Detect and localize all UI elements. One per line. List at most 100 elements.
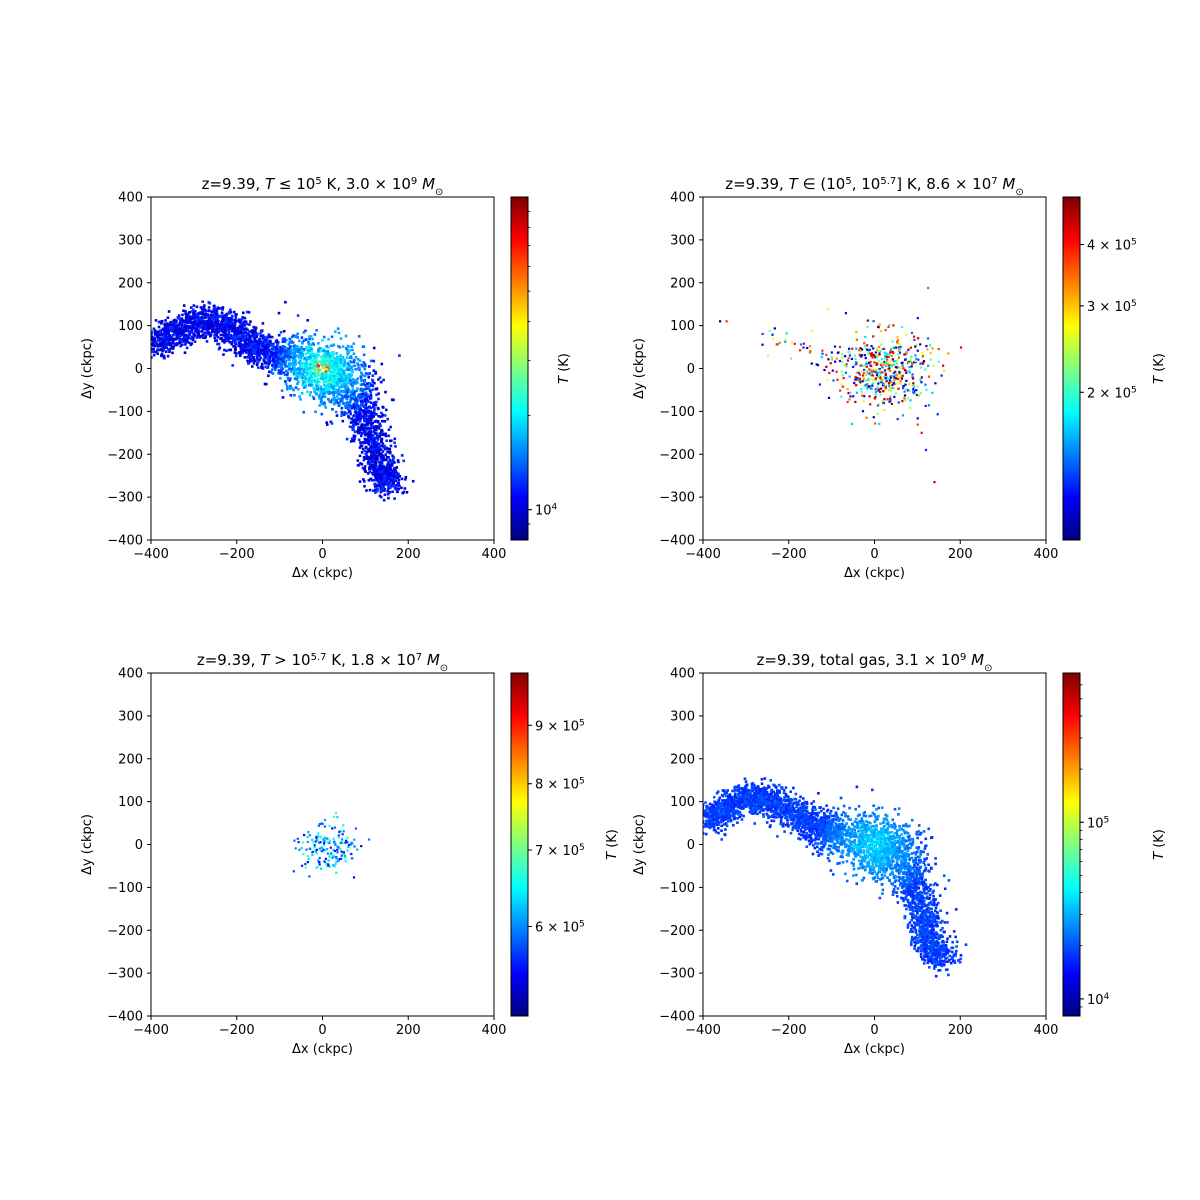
data-cell [362, 429, 365, 432]
data-cell [329, 374, 332, 377]
data-cell [232, 338, 236, 341]
data-cell [239, 337, 243, 341]
data-cell [396, 490, 399, 493]
data-cell [363, 367, 367, 371]
data-cell [154, 350, 158, 354]
data-cell [356, 387, 359, 390]
data-cell [351, 388, 355, 391]
data-cell [904, 369, 907, 372]
data-cell [387, 460, 390, 464]
data-cell [323, 839, 326, 843]
data-cell [340, 840, 343, 843]
data-cell [383, 447, 387, 451]
data-cell [317, 859, 320, 862]
data-cell [327, 397, 330, 401]
data-cell [220, 314, 223, 318]
data-cell [340, 412, 344, 415]
data-cell [349, 421, 353, 424]
data-cell [379, 424, 382, 427]
data-cell [363, 437, 367, 441]
data-cell [861, 348, 864, 351]
data-cell [367, 409, 370, 413]
data-cell [355, 417, 359, 420]
data-cell [876, 355, 879, 358]
data-cell [281, 359, 285, 363]
data-cell [914, 345, 917, 348]
data-cell [325, 361, 329, 364]
data-cell [301, 864, 304, 867]
data-cell [192, 327, 195, 330]
data-cell [892, 888, 896, 891]
data-cell [272, 352, 275, 355]
data-cell [835, 357, 838, 360]
data-cell [364, 427, 368, 430]
y-tick-label: 400 [670, 191, 695, 206]
data-cell [195, 313, 199, 316]
data-cell [193, 315, 197, 319]
data-cell [357, 413, 361, 417]
data-cell [230, 342, 233, 346]
data-cell [151, 347, 153, 350]
data-cell [392, 481, 396, 484]
data-cell [363, 469, 367, 473]
data-cell [335, 364, 339, 368]
data-cell [790, 341, 793, 344]
data-cell [363, 441, 366, 444]
data-cell [351, 390, 354, 393]
data-cell [364, 416, 367, 419]
data-cell [253, 339, 257, 342]
data-cell [295, 350, 298, 353]
data-cell [166, 354, 170, 358]
data-cell [197, 320, 200, 323]
data-cell [860, 390, 863, 393]
data-cell [686, 812, 689, 815]
data-cell [244, 351, 248, 354]
data-cell [911, 362, 914, 365]
data-cell [380, 362, 384, 366]
data-cell [322, 377, 325, 381]
data-cell [368, 439, 371, 442]
data-cell [231, 322, 234, 325]
data-cell [223, 335, 227, 339]
data-cell [353, 380, 357, 383]
data-cell [284, 361, 287, 365]
data-cell [253, 330, 257, 333]
data-cell [323, 356, 326, 360]
y-tick-label: 0 [135, 838, 143, 853]
data-cell [382, 406, 385, 409]
data-cell [378, 476, 382, 480]
data-cell [883, 375, 886, 379]
data-cell [176, 336, 179, 340]
data-cell [315, 355, 318, 358]
data-cell [318, 396, 321, 400]
data-cell [898, 348, 901, 351]
data-cell [164, 328, 168, 331]
data-cell [873, 397, 876, 400]
data-cell [163, 326, 167, 329]
data-cell [277, 311, 281, 315]
data-cell [320, 822, 323, 825]
data-cell [364, 391, 368, 394]
data-cell [884, 369, 887, 372]
data-cell [305, 371, 309, 375]
data-cell [891, 384, 894, 387]
data-cell [244, 348, 247, 351]
data-cell [910, 880, 913, 883]
data-cell [243, 324, 246, 327]
data-cell [266, 335, 270, 338]
data-cell [342, 402, 345, 405]
data-cell [917, 394, 920, 397]
data-cell [896, 359, 899, 362]
data-cell [773, 327, 776, 330]
data-cell [164, 319, 167, 322]
data-cell [301, 349, 304, 353]
colorbar-tick-label: 4 × 105 [1087, 238, 1137, 254]
data-cell [327, 390, 331, 394]
data-cell [210, 324, 214, 328]
data-cell [320, 396, 324, 399]
data-cell [325, 862, 328, 865]
data-cell [152, 327, 156, 331]
data-cell [868, 395, 871, 398]
data-cell [387, 434, 390, 438]
data-cell [332, 379, 335, 382]
